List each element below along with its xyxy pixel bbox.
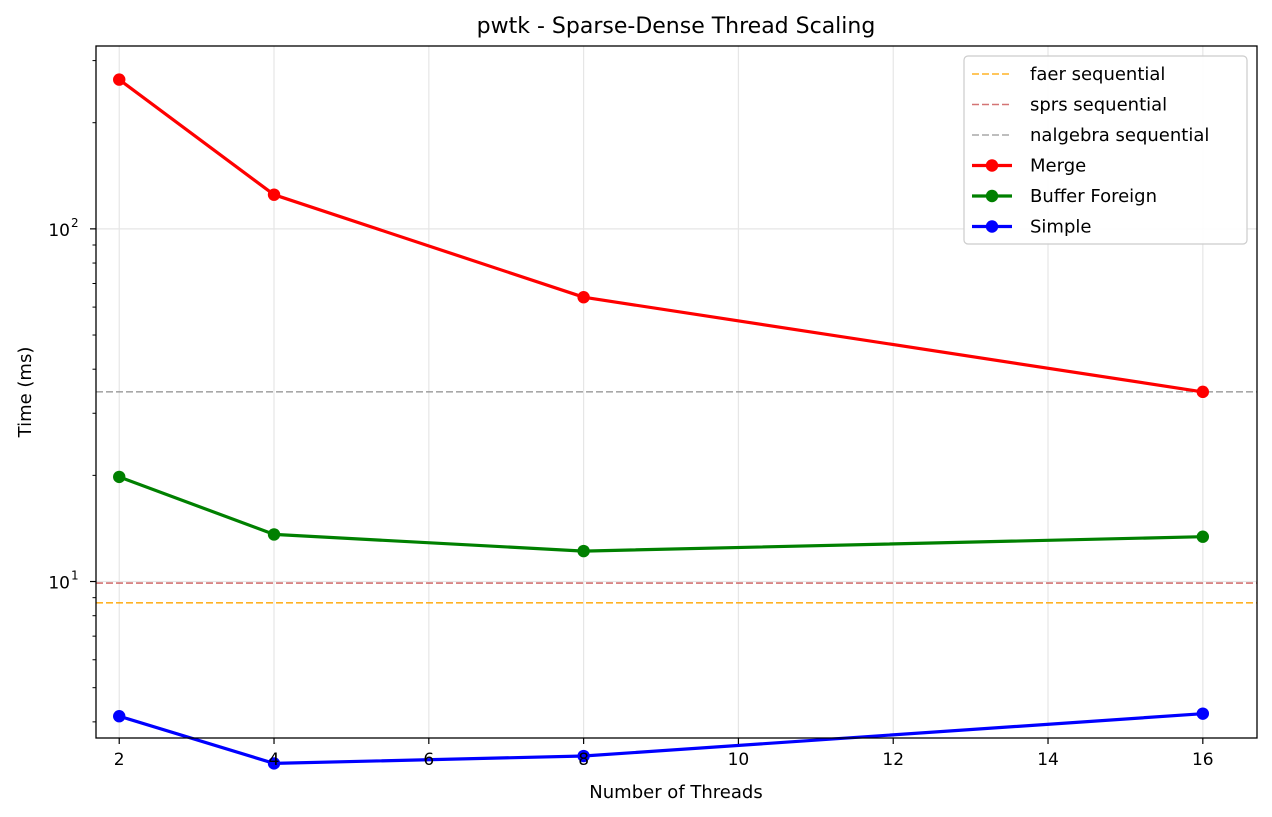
legend: faer sequential sprs sequential nalgebra s… [963,55,1248,245]
x-tick-label: 10 [728,750,750,770]
legend-label: Simple [1030,217,1091,238]
data-point [267,757,281,770]
data-point [577,291,590,304]
data-point [577,544,590,558]
legend-label: Buffer Foreign [1030,186,1157,207]
x-axis: 2 4 6 8 10 12 14 16 [114,738,1214,770]
x-axis-label: Number of Threads [589,782,762,803]
data-point [1196,385,1210,399]
data-point [1196,707,1210,720]
data-point [1196,530,1210,543]
x-tick-label: 2 [114,750,125,770]
legend-label: Merge [1030,156,1086,177]
data-point [113,73,126,86]
legend-box [963,55,1248,245]
legend-label: sprs sequential [1030,95,1167,116]
legend-marker [985,159,999,172]
x-tick-label: 12 [882,750,904,770]
legend-marker [985,189,999,203]
y-tick-label: 10 [48,221,70,241]
series-layer [113,73,1210,770]
y-tick-label: 10 [48,574,70,594]
legend-marker [985,220,999,233]
x-tick-label: 16 [1192,750,1214,770]
y-tick-exponent: 2 [71,216,79,230]
data-point [267,528,281,541]
x-tick-label: 4 [269,750,280,770]
data-point [113,710,126,723]
plot-frame [95,45,1258,739]
series-line [118,475,1203,553]
chart-title: pwtk - Sparse-Dense Thread Scaling [477,14,876,39]
x-tick-label: 6 [423,750,434,770]
legend-label: nalgebra sequential [1030,125,1209,146]
series-line [118,712,1203,766]
x-tick-label: 14 [1037,750,1059,770]
legend-label: faer sequential [1030,64,1165,85]
data-point [267,188,281,201]
reference-lines [96,391,1257,604]
y-tick-exponent: 1 [71,569,79,583]
data-point [577,749,590,763]
data-point [113,470,126,484]
series-line [118,78,1204,394]
y-axis-label: Time (ms) [15,347,36,439]
x-tick-label: 8 [578,750,589,770]
